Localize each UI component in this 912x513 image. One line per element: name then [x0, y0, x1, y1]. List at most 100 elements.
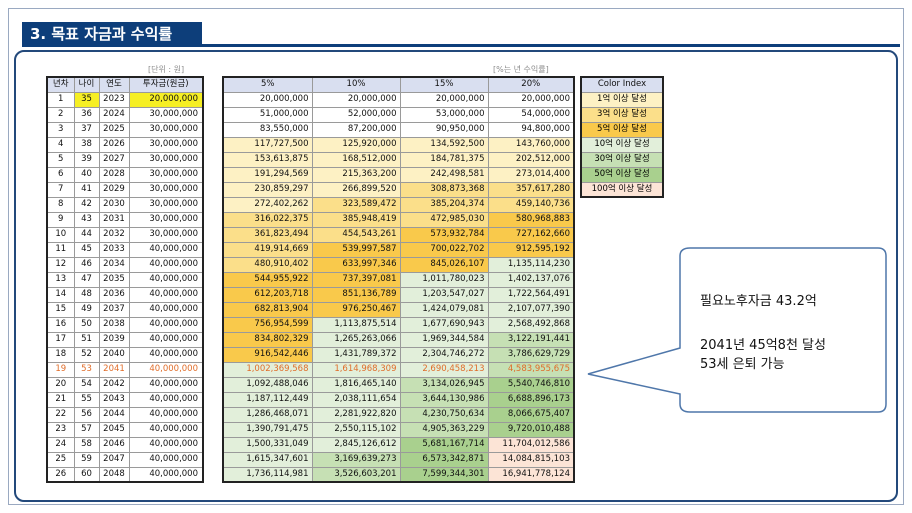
table-cell: 737,397,081	[311, 271, 401, 288]
table-row: 1,390,791,475 2,550,115,102 4,905,363,229 9…	[222, 421, 575, 438]
table-cell: 2,568,492,868	[487, 316, 575, 333]
table-cell: 7,599,344,301	[399, 466, 489, 483]
table-cell: 2027	[98, 151, 130, 168]
table-cell: 2028	[98, 166, 130, 183]
table-row: 16 50 2038 40,000,000	[46, 316, 204, 333]
table-cell: 9	[46, 211, 75, 228]
table-row: 12 46 2034 40,000,000	[46, 256, 204, 273]
table-cell: 2,107,077,390	[487, 301, 575, 318]
table-cell: 11	[46, 241, 75, 258]
table-cell: 44	[73, 226, 100, 243]
table-cell: 8	[46, 196, 75, 213]
table-cell: 2,038,111,654	[311, 391, 401, 408]
table-cell: 2,690,458,213	[399, 361, 489, 378]
table-cell: 539,997,587	[311, 241, 401, 258]
table-cell: 90,950,000	[399, 121, 489, 138]
table-cell: 202,512,000	[487, 151, 575, 168]
table-cell: 40,000,000	[128, 346, 204, 363]
table-cell: 20,000,000	[311, 91, 401, 108]
table-cell: 35	[73, 91, 100, 108]
table-cell: 30,000,000	[128, 106, 204, 123]
table-cell: 459,140,736	[487, 196, 575, 213]
table-cell: 48	[73, 286, 100, 303]
legend-item: 100억 이상 달성	[580, 181, 664, 198]
table-cell: 1	[46, 91, 75, 108]
table-cell: 7	[46, 181, 75, 198]
table-cell: 30,000,000	[128, 211, 204, 228]
table-cell: 2044	[98, 406, 130, 423]
table-cell: 580,968,883	[487, 211, 575, 228]
legend-header: Color Index	[580, 76, 664, 93]
table-row: 2 36 2024 30,000,000	[46, 106, 204, 123]
table-cell: 1,402,137,076	[487, 271, 575, 288]
table-row: 51,000,000 52,000,000 53,000,000 54,000,000	[222, 106, 575, 123]
table-cell: 1,113,875,514	[311, 316, 401, 333]
table-row: 24 58 2046 40,000,000	[46, 436, 204, 453]
table-cell: 40,000,000	[128, 361, 204, 378]
table-cell: 53,000,000	[399, 106, 489, 123]
table-cell: 40,000,000	[128, 436, 204, 453]
table-cell: 2,304,746,272	[399, 346, 489, 363]
table-cell: 1,615,347,601	[222, 451, 313, 468]
table-cell: 480,910,402	[222, 256, 313, 273]
table-row: 153,613,875 168,512,000 184,781,375 202,512…	[222, 151, 575, 168]
table-cell: 10	[46, 226, 75, 243]
table-cell: 14	[46, 286, 75, 303]
table-cell: 2031	[98, 211, 130, 228]
legend-item: 10억 이상 달성	[580, 136, 664, 153]
table-cell: 1,002,369,568	[222, 361, 313, 378]
table-cell: 316,022,375	[222, 211, 313, 228]
table-cell: 40,000,000	[128, 466, 204, 483]
table-row: 20 54 2042 40,000,000	[46, 376, 204, 393]
table-cell: 266,899,520	[311, 181, 401, 198]
table-row: 20,000,000 20,000,000 20,000,000 20,000,000	[222, 91, 575, 108]
content-frame	[14, 50, 898, 502]
table-row: 21 55 2043 40,000,000	[46, 391, 204, 408]
table-cell: 53	[73, 361, 100, 378]
table-cell: 2045	[98, 421, 130, 438]
title-underline	[22, 44, 900, 47]
table-cell: 42	[73, 196, 100, 213]
table-cell: 851,136,789	[311, 286, 401, 303]
table-cell: 1,187,112,449	[222, 391, 313, 408]
table-cell: 40,000,000	[128, 271, 204, 288]
table-row: 18 52 2040 40,000,000	[46, 346, 204, 363]
table-cell: 40,000,000	[128, 241, 204, 258]
table-cell: 215,363,200	[311, 166, 401, 183]
table-row: 480,910,402 633,997,346 845,026,107 1,135,1…	[222, 256, 575, 273]
table-cell: 19	[46, 361, 75, 378]
table-cell: 756,954,599	[222, 316, 313, 333]
table-cell: 18	[46, 346, 75, 363]
table-cell: 912,595,192	[487, 241, 575, 258]
table-row: 5 39 2027 30,000,000	[46, 151, 204, 168]
table-row: 1,187,112,449 2,038,111,654 3,644,130,986 6…	[222, 391, 575, 408]
table-cell: 2043	[98, 391, 130, 408]
table-cell: 12	[46, 256, 75, 273]
table-row: 361,823,494 454,543,261 573,932,784 727,162…	[222, 226, 575, 243]
table-cell: 8,066,675,407	[487, 406, 575, 423]
table-cell: 544,955,922	[222, 271, 313, 288]
table-row: 1 35 2023 20,000,000	[46, 91, 204, 108]
table-row: 14 48 2036 40,000,000	[46, 286, 204, 303]
table-cell: 15	[46, 301, 75, 318]
table-cell: 2	[46, 106, 75, 123]
table-row: 230,859,297 266,899,520 308,873,368 357,617…	[222, 181, 575, 198]
returns-table: 5% 10% 15% 20% 20,000,000 20,000,000 20,000,0…	[222, 76, 575, 483]
callout-line-1: 필요노후자금 43.2억	[700, 294, 817, 309]
table-cell: 6,573,342,871	[399, 451, 489, 468]
legend-item: 1억 이상 달성	[580, 91, 664, 108]
unit-label: [단위 : 원]	[148, 65, 185, 74]
table-cell: 134,592,500	[399, 136, 489, 153]
table-cell: 20,000,000	[399, 91, 489, 108]
left-header-0: 년차	[46, 76, 75, 93]
table-cell: 59	[73, 451, 100, 468]
table-cell: 700,022,702	[399, 241, 489, 258]
table-cell: 14,084,815,103	[487, 451, 575, 468]
table-cell: 30,000,000	[128, 151, 204, 168]
table-cell: 4,583,955,675	[487, 361, 575, 378]
table-cell: 3,134,026,945	[399, 376, 489, 393]
table-cell: 573,932,784	[399, 226, 489, 243]
table-row: 17 51 2039 40,000,000	[46, 331, 204, 348]
table-cell: 1,816,465,140	[311, 376, 401, 393]
table-cell: 125,920,000	[311, 136, 401, 153]
